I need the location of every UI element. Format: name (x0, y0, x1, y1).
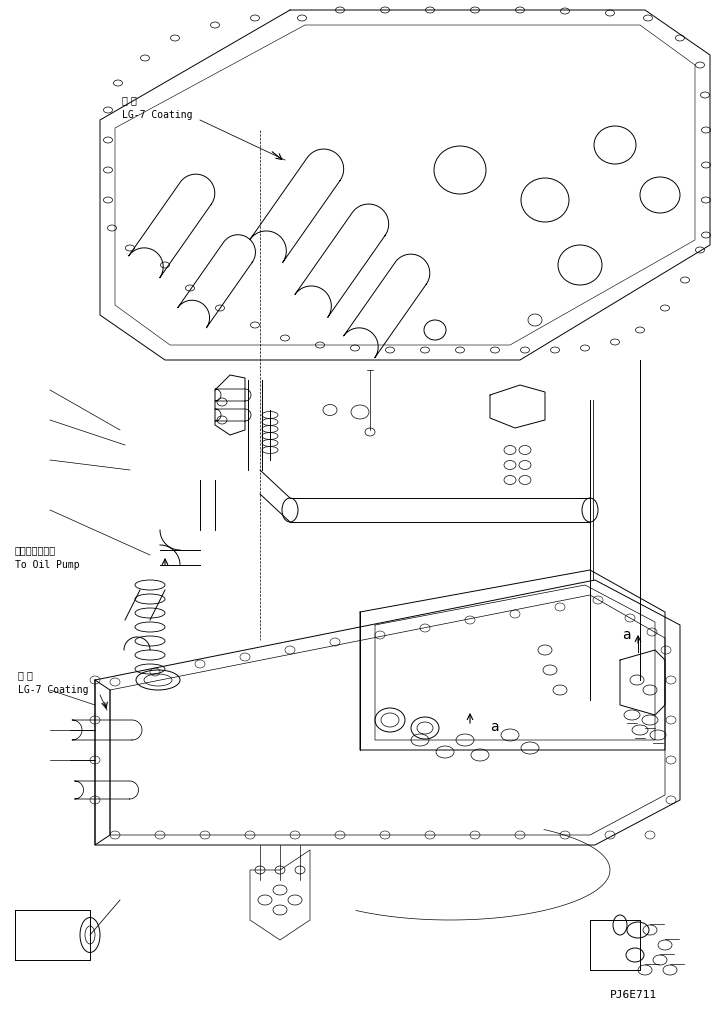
Text: To Oil Pump: To Oil Pump (15, 560, 79, 570)
Text: a: a (490, 720, 499, 734)
Text: オイルポンプへ: オイルポンプへ (15, 545, 56, 555)
Text: 塗 布: 塗 布 (18, 670, 33, 680)
Text: a: a (622, 628, 631, 642)
Text: LG-7 Coating: LG-7 Coating (18, 685, 89, 695)
Text: 塗 布: 塗 布 (122, 95, 137, 105)
Text: LG-7 Coating: LG-7 Coating (122, 110, 193, 120)
Text: PJ6E711: PJ6E711 (610, 990, 658, 1000)
